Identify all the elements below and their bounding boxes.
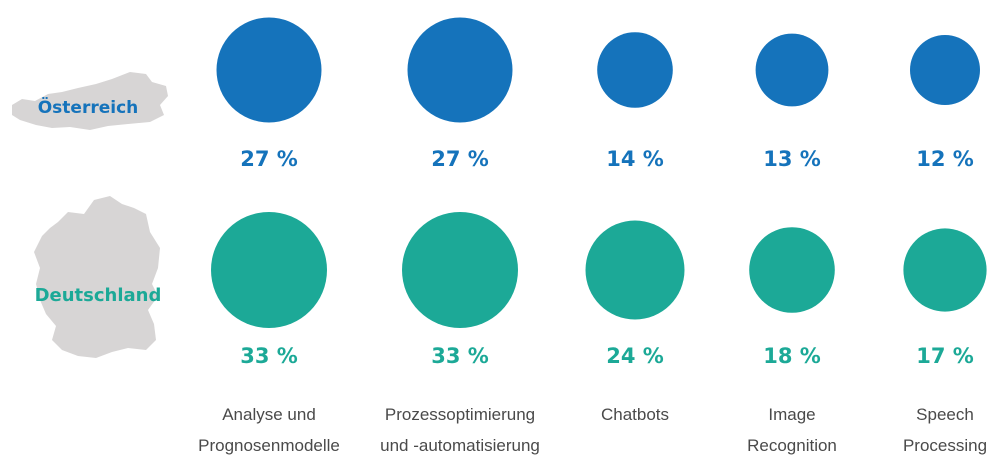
value-label-oesterreich-1: 27 % bbox=[431, 147, 489, 171]
category-label-4-line-1: Processing bbox=[903, 436, 987, 455]
bubble-oesterreich-1 bbox=[407, 17, 513, 123]
bubble-deutschland-1 bbox=[402, 212, 518, 328]
category-label-3: Image Recognition bbox=[747, 405, 837, 455]
category-label-4: Speech Processing bbox=[903, 405, 987, 455]
category-label-2-line-0: Chatbots bbox=[601, 405, 669, 424]
value-label-oesterreich-3: 13 % bbox=[763, 147, 821, 171]
bubble-oesterreich-4 bbox=[910, 35, 980, 105]
category-label-3-line-1: Recognition bbox=[747, 436, 837, 455]
austria-map-icon bbox=[12, 72, 168, 130]
category-label-1: Prozessoptimierung und -automatisierung bbox=[380, 405, 540, 455]
value-label-deutschland-4: 17 % bbox=[916, 344, 974, 368]
category-label-0: Analyse und Prognosenmodelle bbox=[198, 405, 340, 455]
germany-map-icon bbox=[34, 196, 160, 358]
bubble-deutschland-0 bbox=[211, 212, 327, 328]
value-label-deutschland-3: 18 % bbox=[763, 344, 821, 368]
category-label-4-line-0: Speech bbox=[916, 405, 974, 424]
category-label-0-line-1: Prognosenmodelle bbox=[198, 436, 340, 455]
value-label-oesterreich-0: 27 % bbox=[240, 147, 298, 171]
category-label-3-line-0: Image bbox=[768, 405, 815, 424]
value-label-deutschland-1: 33 % bbox=[431, 344, 489, 368]
label-deutschland: Deutschland bbox=[35, 285, 162, 306]
bubble-oesterreich-3 bbox=[755, 33, 829, 107]
category-label-2: Chatbots bbox=[601, 405, 669, 424]
bubble-oesterreich-2 bbox=[597, 32, 673, 108]
bubble-deutschland-3 bbox=[749, 227, 835, 313]
value-label-oesterreich-4: 12 % bbox=[916, 147, 974, 171]
category-label-0-line-0: Analyse und bbox=[222, 405, 316, 424]
value-label-deutschland-0: 33 % bbox=[240, 344, 298, 368]
value-label-oesterreich-2: 14 % bbox=[606, 147, 664, 171]
bubble-oesterreich-0 bbox=[216, 17, 322, 123]
category-label-1-line-0: Prozessoptimierung bbox=[385, 405, 535, 424]
bubble-deutschland-2 bbox=[585, 220, 685, 320]
bubble-deutschland-4 bbox=[903, 228, 987, 312]
label-oesterreich: Österreich bbox=[38, 96, 139, 118]
category-label-1-line-1: und -automatisierung bbox=[380, 436, 540, 455]
value-label-deutschland-2: 24 % bbox=[606, 344, 664, 368]
